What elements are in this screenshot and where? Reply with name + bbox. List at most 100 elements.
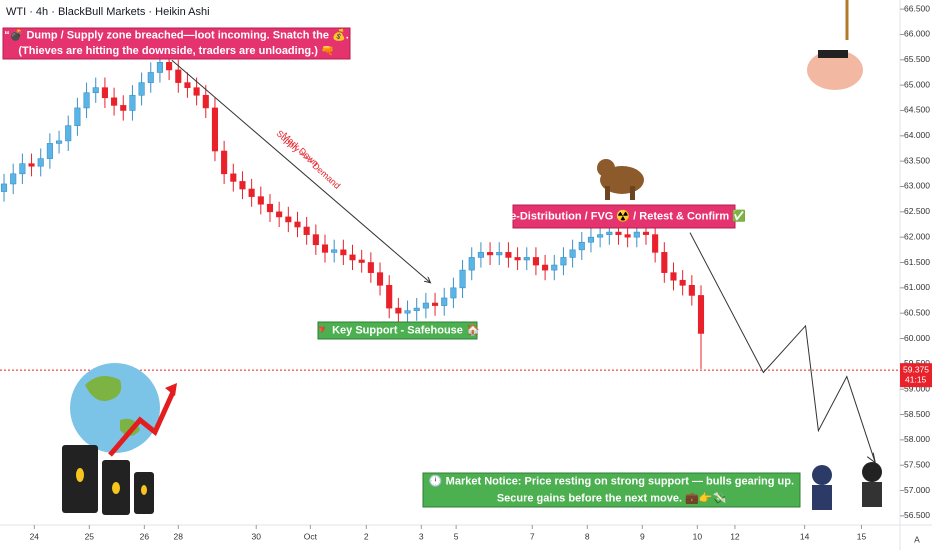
candle-body xyxy=(312,234,319,246)
candle-body xyxy=(285,216,292,223)
candle-body xyxy=(679,279,686,286)
support-annotation-text: 🔻 Key Support - Safehouse 🏠 xyxy=(315,323,480,336)
y-tick-label: 59.500 xyxy=(904,358,930,368)
candle-body xyxy=(331,249,338,253)
candle-body xyxy=(642,231,650,235)
candle-body xyxy=(202,94,209,109)
countdown: 41:15 xyxy=(905,374,927,384)
candle-body xyxy=(147,72,154,83)
y-tick-label: 65.500 xyxy=(904,54,930,64)
candle-body xyxy=(129,94,136,111)
candle-body xyxy=(367,262,374,273)
candle-body xyxy=(276,211,283,218)
candle-body xyxy=(303,226,310,235)
candle-body xyxy=(487,252,494,256)
x-tick-label: 10 xyxy=(693,531,703,541)
y-tick-label: 61.000 xyxy=(904,282,930,292)
candle-body xyxy=(514,257,521,261)
y-tick-label: 60.000 xyxy=(904,333,930,343)
x-tick-label: 14 xyxy=(800,531,810,541)
candle-body xyxy=(477,252,484,258)
x-tick-label: 9 xyxy=(640,531,645,541)
candle-body xyxy=(661,252,668,273)
y-tick-label: 66.500 xyxy=(904,3,930,13)
support-annotation-box xyxy=(317,321,478,340)
candle-body xyxy=(624,234,631,238)
candle-body xyxy=(496,252,503,256)
candle-body xyxy=(532,257,539,266)
candle-body xyxy=(432,302,439,306)
y-tick-label: 56.500 xyxy=(904,510,930,520)
x-tick-label: 26 xyxy=(140,531,150,541)
y-tick-label: 61.500 xyxy=(904,257,930,267)
candle-body xyxy=(74,107,81,126)
candle-body xyxy=(404,310,411,314)
candle-body xyxy=(505,252,512,258)
candle-body xyxy=(138,82,145,96)
candle-body xyxy=(633,231,640,238)
candle-body xyxy=(459,269,466,289)
candle-body xyxy=(542,264,549,271)
projection-line xyxy=(689,232,876,463)
candle-body xyxy=(358,259,365,263)
candle-body xyxy=(450,287,457,299)
candle-body xyxy=(257,196,264,205)
y-tick-label: 62.000 xyxy=(904,231,930,241)
globe-illustration xyxy=(62,363,177,515)
y-tick-label: 57.000 xyxy=(904,485,930,495)
candle-body xyxy=(569,249,576,258)
y-tick-label: 62.500 xyxy=(904,206,930,216)
dump-annotation-box xyxy=(2,27,351,60)
candle-body xyxy=(92,87,99,94)
y-tick-label: 59.000 xyxy=(904,383,930,393)
candle-body xyxy=(156,62,163,73)
y-tick-label: 66.000 xyxy=(904,29,930,39)
y-tick-label: 63.000 xyxy=(904,181,930,191)
candle-body xyxy=(551,264,558,271)
notice-annotation-text: 🕛 Market Notice: Price resting on strong… xyxy=(429,474,794,487)
y-tick-label: 58.500 xyxy=(904,409,930,419)
candle-body xyxy=(688,285,695,296)
candle-body xyxy=(587,236,595,243)
candle-body xyxy=(652,234,659,253)
redistribution-annotation-text: Re-Distribution / FVG ☢️ / Retest & Conf… xyxy=(502,209,746,222)
candle-body xyxy=(578,241,585,251)
candle-body xyxy=(83,92,90,109)
candle-body xyxy=(120,105,127,111)
candle-body xyxy=(422,302,429,309)
candle-body xyxy=(230,173,237,182)
candle-body xyxy=(560,257,567,266)
price-label: 59.375 xyxy=(903,364,929,374)
x-tick-label: 2 xyxy=(364,531,369,541)
x-tick-label: 7 xyxy=(530,531,535,541)
x-tick-label: 25 xyxy=(85,531,95,541)
candle-body xyxy=(468,257,475,271)
candle-body xyxy=(0,183,8,192)
candle-body xyxy=(321,244,329,253)
markdown-arrow xyxy=(171,59,431,282)
dump-annotation-text: “💣 Dump / Supply zone breached—loot inco… xyxy=(4,29,349,43)
candle-body xyxy=(111,97,118,106)
candle-body xyxy=(266,203,274,213)
candle-body xyxy=(441,297,448,306)
candle-body xyxy=(65,125,72,142)
candle-body xyxy=(101,87,108,99)
y-tick-label: 65.000 xyxy=(904,79,930,89)
axis-mode: A xyxy=(914,534,920,544)
candle-body xyxy=(10,173,17,185)
candle-body xyxy=(340,249,347,256)
x-tick-label: 24 xyxy=(30,531,40,541)
y-tick-label: 63.500 xyxy=(904,155,930,165)
chart-title: WTI · 4h · BlackBull Markets · Heikin As… xyxy=(6,6,210,18)
candle-body xyxy=(248,188,255,197)
x-tick-label: Oct xyxy=(304,531,318,541)
y-tick-label: 60.500 xyxy=(904,307,930,317)
notice-annotation-text: Secure gains before the next move. 💼👉💸 xyxy=(497,491,727,504)
x-tick-label: 8 xyxy=(585,531,590,541)
candle-body xyxy=(294,221,301,228)
x-tick-label: 15 xyxy=(857,531,867,541)
candle-body xyxy=(376,272,384,286)
candle-body xyxy=(37,158,44,167)
candles xyxy=(0,52,705,369)
